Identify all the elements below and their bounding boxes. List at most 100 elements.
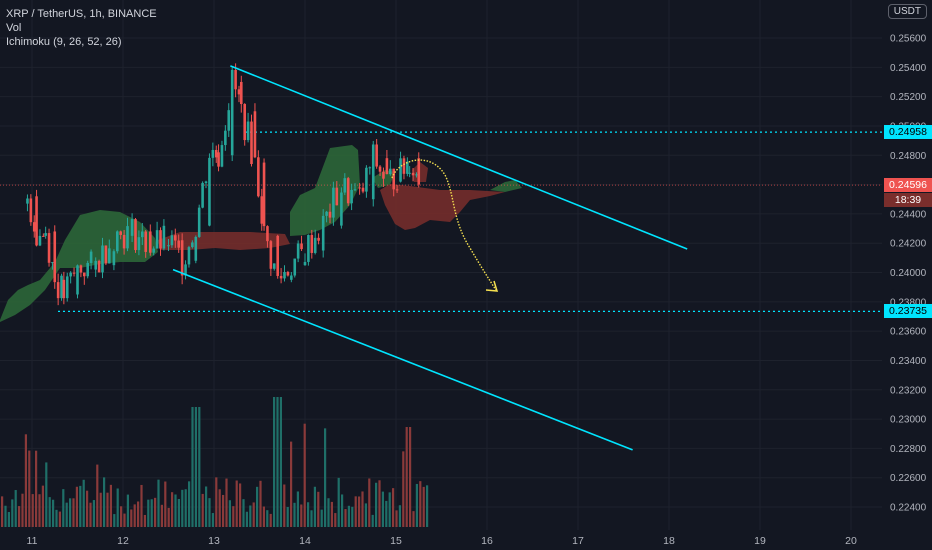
candle-body [237,89,241,95]
price-tick-label: 0.24400 [890,209,927,220]
volume-bar [137,501,140,527]
candle-body [162,225,166,249]
time-axis[interactable]: 11 12 13 14 15 16 17 18 19 20 [27,535,857,547]
volume-bar [296,491,299,527]
volume-bar [330,501,333,527]
volume-bar [228,500,231,527]
volume-bar [300,504,303,527]
candle-body [79,265,83,273]
candle-body [137,237,141,251]
candle-body [51,262,54,264]
volume-bar [58,511,61,527]
price-tick-label: 0.25600 [890,34,927,45]
candle-body [86,262,89,277]
candle-body [246,121,250,141]
candle-body [243,104,246,141]
volume-bar [364,503,367,527]
candle-body [224,130,227,146]
volume-bar [344,509,347,527]
candle-body [167,245,170,247]
candle-body [382,171,385,179]
volume-bar [99,492,102,527]
volume-bar [160,504,163,527]
volume-bar [65,502,68,527]
candle-body [227,110,231,131]
candle-body [101,245,104,273]
candle-body [325,211,328,216]
volume-bar [89,502,92,527]
volume-bar [347,505,350,527]
volume-bar [123,513,126,527]
price-tick-label: 0.23200 [890,385,927,396]
volume-bar [18,506,21,527]
candle-body [29,198,33,223]
volume-bar [48,497,51,527]
candle-body [375,144,378,167]
candle-body [53,231,57,283]
candle-body [406,161,409,174]
symbol-title[interactable]: XRP / TetherUS, 1h, BINANCE [6,8,157,20]
volume-bar [62,489,65,527]
candle-body [300,243,303,250]
candle-body [395,189,399,191]
volume-bar [337,477,340,527]
volume-bar [279,397,282,527]
volume-bar [147,499,150,527]
volume-bar [167,507,170,527]
candle-body [122,234,126,249]
currency-badge[interactable]: USDT [887,4,927,19]
candle-body [240,81,243,105]
candle-body [350,189,353,204]
volume-bar [419,481,422,527]
volume-bar [256,486,259,527]
volume-bar [392,488,395,527]
volume-bar [375,482,378,527]
candle-body [134,219,137,251]
volume-bar [398,505,401,527]
projection-arrow[interactable] [391,159,499,292]
candle-body [42,235,45,237]
volume-bar [259,480,262,527]
volume-bar [191,407,194,527]
candle-body [290,275,293,280]
channel-upper-line [230,65,688,250]
candle-body [361,187,365,192]
ichimoku-indicator-label[interactable]: Ichimoku (9, 26, 52, 26) [6,36,122,48]
price-axis[interactable]: 0.256000.254000.252000.250000.248000.246… [882,0,932,550]
candle-body [65,276,69,299]
candle-body [328,211,332,218]
volume-bar [184,489,187,527]
candle-body [204,181,208,183]
volume-bar [82,479,85,527]
volume-indicator-label[interactable]: Vol [6,22,22,34]
price-tick-label: 0.24000 [890,268,927,279]
candle-body [378,166,382,172]
candle-body [26,198,29,204]
volume-bar [341,494,344,527]
price-tick-label: 0.25200 [890,92,927,103]
candle-body [332,187,335,218]
volume-bar [103,477,106,527]
trend-channel[interactable] [172,65,688,451]
candle-body [116,231,119,252]
volume-bar [242,499,245,527]
candle-body [317,237,320,241]
candle-body [371,144,375,200]
candle-body [217,152,220,167]
volume-bar [252,502,255,527]
volume-bar [106,492,109,527]
candle-body [269,241,273,269]
candle-body [35,196,38,246]
candle-body [307,235,310,262]
ichimoku-clouds [0,145,522,322]
volume-bar [381,491,384,527]
candle-body [144,231,147,252]
volume-bar [290,441,293,527]
channel-lower-line [172,268,633,451]
candle-body [191,242,194,248]
time-tick-label: 17 [572,535,584,547]
volume-bar [133,504,136,527]
volume-bar [143,514,146,527]
